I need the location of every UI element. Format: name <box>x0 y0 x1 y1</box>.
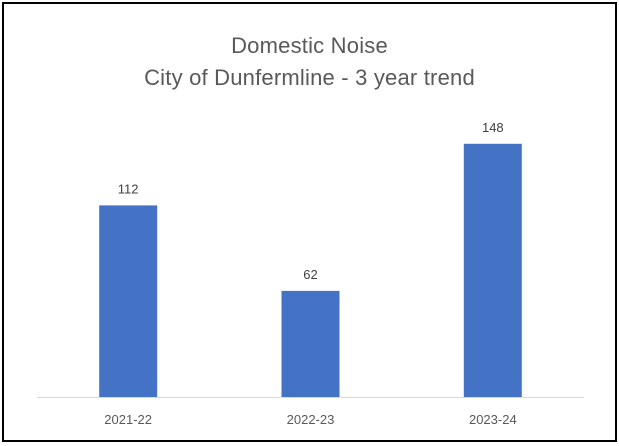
bar-2023-24 <box>463 143 522 397</box>
data-label-2023-24: 148 <box>482 120 504 135</box>
bar-2021-22 <box>99 205 158 397</box>
data-label-2022-23: 62 <box>303 267 317 282</box>
bar-plot: 112 2021-22 62 2022-23 148 2023-24 <box>37 120 584 427</box>
chart-title-line-1: Domestic Noise <box>231 33 388 58</box>
x-tick-label-2022-23: 2022-23 <box>287 412 335 427</box>
x-tick-label-2021-22: 2021-22 <box>104 412 152 427</box>
x-tick-label-2023-24: 2023-24 <box>469 412 517 427</box>
chart-title-line-2: City of Dunfermline - 3 year trend <box>144 65 475 90</box>
bar-2022-23 <box>281 290 340 397</box>
data-label-2021-22: 112 <box>118 181 139 196</box>
